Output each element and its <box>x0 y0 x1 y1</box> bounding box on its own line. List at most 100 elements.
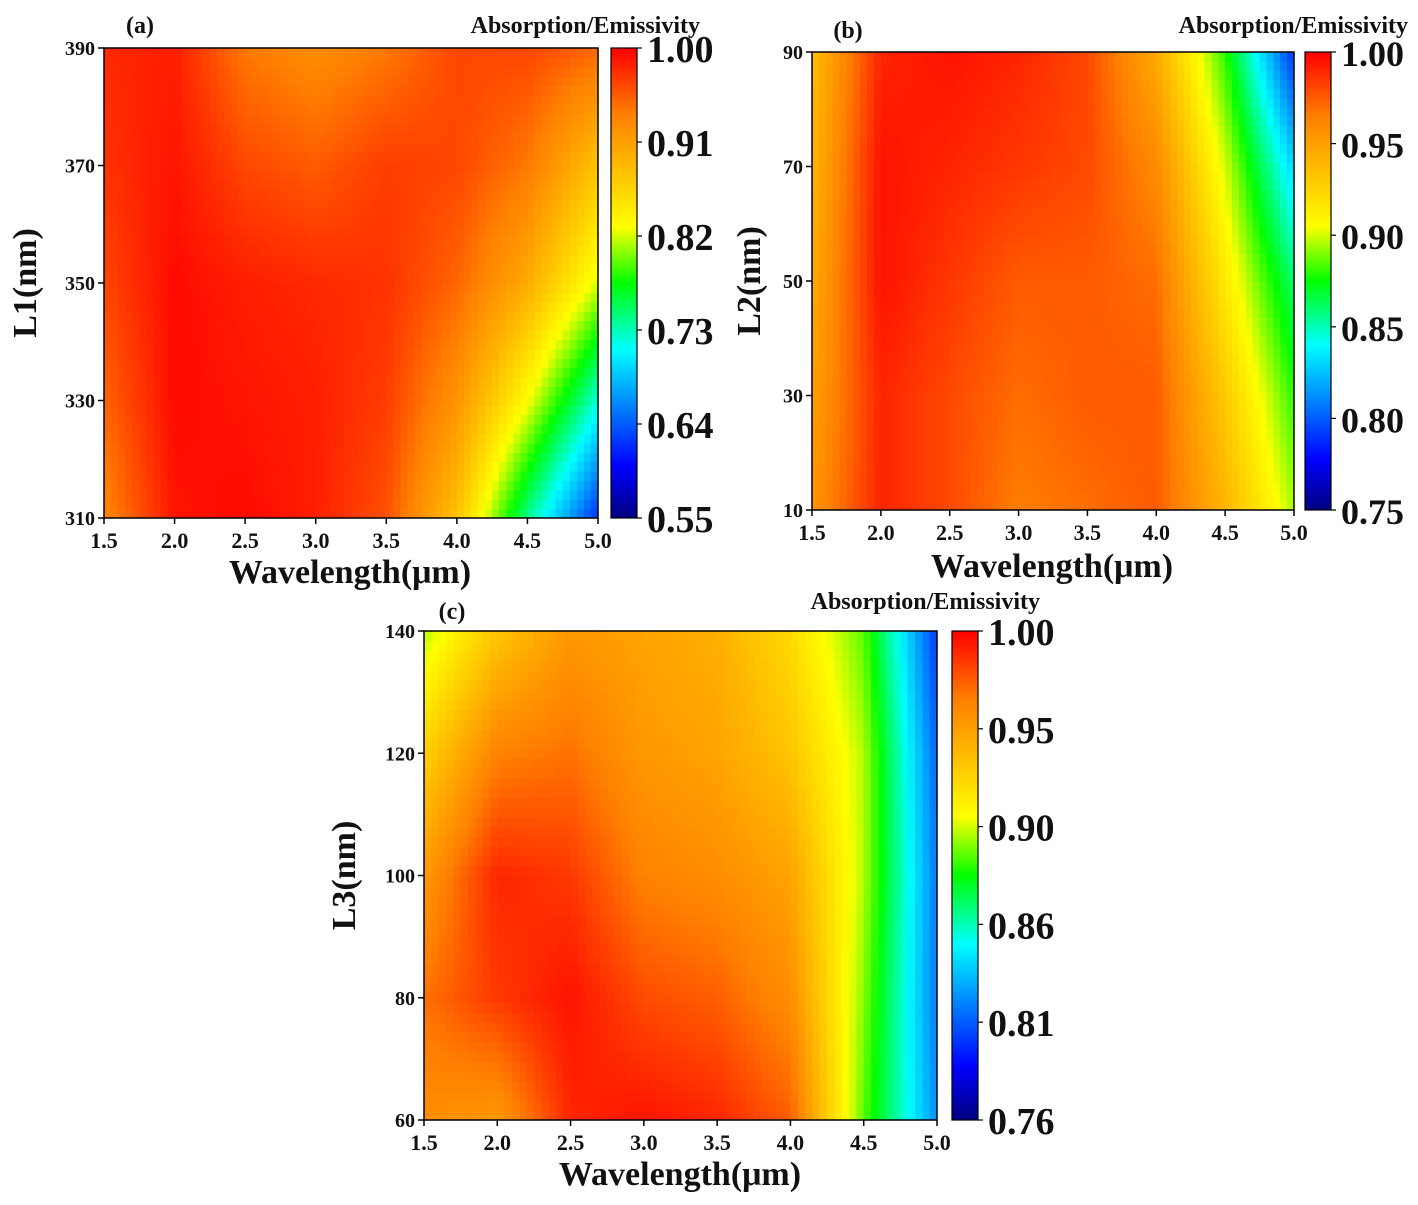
heatmap-cell <box>942 363 951 374</box>
heatmap-cell <box>231 433 239 444</box>
heatmap-cell <box>365 48 373 58</box>
heatmap-cell <box>287 217 296 228</box>
heatmap-cell <box>294 217 303 228</box>
heatmap-cell <box>832 88 841 99</box>
heatmap-cell <box>867 363 875 374</box>
heatmap-cell <box>922 235 930 245</box>
heatmap-cell <box>499 292 507 303</box>
heatmap-cell <box>358 226 366 237</box>
heatmap-cell <box>548 57 557 68</box>
heatmap-cell <box>223 132 232 143</box>
heatmap-cell <box>365 207 373 218</box>
heatmap-cell <box>181 76 190 87</box>
heatmap-cell <box>984 88 992 99</box>
heatmap-cell <box>963 409 971 419</box>
heatmap-cell <box>463 207 472 218</box>
heatmap-cell <box>287 283 296 293</box>
heatmap-cell <box>562 442 571 453</box>
heatmap-cell <box>548 217 557 228</box>
heatmap-cell <box>956 436 965 447</box>
heatmap-cell <box>527 358 536 369</box>
heatmap-cell <box>922 455 930 465</box>
heatmap-cell <box>935 198 944 209</box>
heatmap-cell <box>336 489 345 500</box>
heatmap-cell <box>812 317 820 328</box>
heatmap-cell <box>839 491 848 502</box>
heatmap-cell <box>252 76 260 87</box>
heatmap-cell <box>301 66 310 77</box>
heatmap-cell <box>266 395 274 406</box>
heatmap-cell <box>908 253 916 264</box>
heatmap-cell <box>202 471 211 481</box>
heatmap-cell <box>555 320 564 331</box>
heatmap-cell <box>238 151 246 162</box>
heatmap-cell <box>266 226 274 237</box>
y-tick-label: 390 <box>65 38 95 60</box>
heatmap-cell <box>111 508 119 519</box>
heatmap-cell <box>301 198 310 209</box>
colorbar-tick-label: 1.00 <box>647 29 714 71</box>
heatmap-cell <box>139 123 147 134</box>
heatmap-cell <box>202 292 211 303</box>
heatmap-cell <box>887 207 896 218</box>
heatmap-cell <box>223 179 232 190</box>
heatmap-cell <box>322 66 331 77</box>
heatmap-cell <box>569 320 578 331</box>
heatmap-cell <box>372 367 380 378</box>
heatmap-cell <box>463 254 472 265</box>
heatmap-cell <box>548 160 557 171</box>
heatmap-cell <box>322 367 331 378</box>
heatmap-cell <box>812 253 820 264</box>
heatmap-cell <box>153 461 162 472</box>
heatmap-cell <box>1004 281 1013 291</box>
heatmap-cell <box>956 70 965 81</box>
heatmap-cell <box>343 292 352 303</box>
heatmap-cell <box>812 152 820 163</box>
heatmap-cell <box>590 452 599 463</box>
heatmap-cell <box>343 226 352 237</box>
heatmap-cell <box>887 409 896 419</box>
heatmap-cell <box>322 377 331 387</box>
heatmap-cell <box>997 482 1006 493</box>
heatmap-cell <box>499 104 507 115</box>
heatmap-cell <box>365 179 373 190</box>
heatmap-cell <box>379 311 387 322</box>
heatmap-cell <box>322 330 331 340</box>
heatmap-cell <box>534 207 543 218</box>
heatmap-cell <box>984 189 992 200</box>
heatmap-cell <box>818 97 827 108</box>
heatmap-cell <box>167 283 176 293</box>
heatmap-cell <box>812 418 820 429</box>
heatmap-cell <box>435 433 444 444</box>
heatmap-cell <box>379 57 387 68</box>
heatmap-cell <box>322 499 331 510</box>
heatmap-cell <box>202 254 211 265</box>
heatmap-cell <box>351 170 359 181</box>
heatmap-cell <box>287 179 296 190</box>
heatmap-cell <box>343 170 352 181</box>
heatmap-cell <box>139 48 147 58</box>
heatmap-cell <box>379 424 387 434</box>
heatmap-cell <box>922 308 930 319</box>
heatmap-cell <box>273 442 282 453</box>
heatmap-cell <box>280 76 289 87</box>
heatmap-cell <box>456 442 465 453</box>
heatmap-cell <box>280 424 289 434</box>
heatmap-cell <box>435 348 444 359</box>
heatmap-cell <box>867 271 875 282</box>
heatmap-cell <box>1004 180 1013 190</box>
heatmap-cell <box>336 405 345 416</box>
heatmap-cell <box>266 207 274 218</box>
heatmap-cell <box>273 236 282 246</box>
heatmap-cell <box>294 48 303 58</box>
heatmap-cell <box>935 152 944 163</box>
heatmap-cell <box>456 132 465 143</box>
heatmap-cell <box>470 367 479 378</box>
heatmap-cell <box>139 57 147 68</box>
heatmap-cell <box>160 330 169 340</box>
heatmap-cell <box>407 236 416 246</box>
heatmap-cell <box>873 125 882 136</box>
heatmap-cell <box>541 348 550 359</box>
heatmap-cell <box>336 236 345 246</box>
heatmap-cell <box>379 386 387 397</box>
